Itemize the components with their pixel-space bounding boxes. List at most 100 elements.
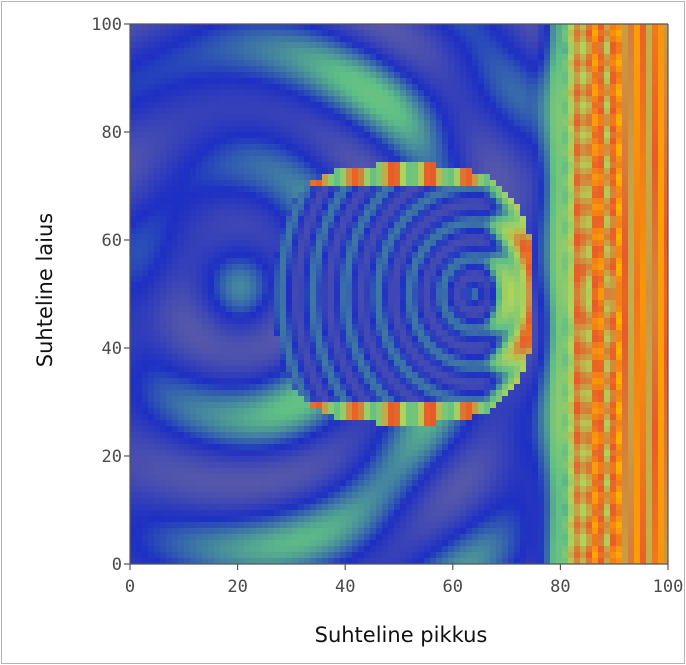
heatmap-cell <box>580 168 587 175</box>
heatmap-cell <box>154 186 161 193</box>
heatmap-cell <box>454 216 461 223</box>
heatmap-cell <box>544 48 551 55</box>
heatmap-cell <box>538 30 545 37</box>
heatmap-cell <box>490 150 497 157</box>
heatmap-cell <box>532 48 539 55</box>
heatmap-cell <box>592 234 599 241</box>
heatmap-cell <box>316 36 323 43</box>
heatmap-cell <box>328 66 335 73</box>
heatmap-cell <box>154 354 161 361</box>
heatmap-cell <box>502 102 509 109</box>
heatmap-cell <box>352 192 359 199</box>
heatmap-cell <box>220 30 227 37</box>
heatmap-cell <box>394 156 401 163</box>
heatmap-cell <box>280 264 287 271</box>
heatmap-cell <box>526 264 533 271</box>
heatmap-cell <box>436 324 443 331</box>
heatmap-cell <box>208 258 215 265</box>
heatmap-cell <box>562 126 569 133</box>
heatmap-cell <box>340 24 347 31</box>
heatmap-cell <box>658 48 665 55</box>
heatmap-cell <box>460 222 467 229</box>
heatmap-cell <box>382 240 389 247</box>
heatmap-cell <box>658 96 665 103</box>
heatmap-cell <box>298 174 305 181</box>
heatmap-cell <box>484 108 491 115</box>
heatmap-cell <box>628 162 635 169</box>
heatmap-cell <box>586 270 593 277</box>
heatmap-cell <box>148 102 155 109</box>
heatmap-cell <box>496 84 503 91</box>
heatmap-cell <box>574 222 581 229</box>
heatmap-cell <box>610 144 617 151</box>
heatmap-cell <box>136 72 143 79</box>
heatmap-cell <box>196 186 203 193</box>
heatmap-cell <box>604 78 611 85</box>
heatmap-cell <box>502 162 509 169</box>
heatmap-cell <box>238 312 245 319</box>
heatmap-cell <box>328 156 335 163</box>
heatmap-cell <box>418 234 425 241</box>
heatmap-cell <box>430 270 437 277</box>
heatmap-cell <box>538 294 545 301</box>
heatmap-cell <box>304 228 311 235</box>
heatmap-cell <box>256 60 263 67</box>
heatmap-cell <box>508 24 515 31</box>
heatmap-cell <box>286 336 293 343</box>
heatmap-cell <box>358 102 365 109</box>
heatmap-cell <box>640 246 647 253</box>
heatmap-cell <box>364 234 371 241</box>
heatmap-cell <box>274 216 281 223</box>
heatmap-cell <box>172 354 179 361</box>
heatmap-cell <box>664 324 668 331</box>
heatmap-cell <box>322 162 329 169</box>
heatmap-cell <box>340 234 347 241</box>
heatmap-cell <box>238 90 245 97</box>
heatmap-cell <box>328 288 335 295</box>
heatmap-cell <box>424 132 431 139</box>
heatmap-cell <box>268 294 275 301</box>
heatmap-cell <box>424 270 431 277</box>
heatmap-cell <box>214 66 221 73</box>
heatmap-cell <box>310 186 317 193</box>
heatmap-cell <box>370 204 377 211</box>
heatmap-cell <box>334 132 341 139</box>
heatmap-cell <box>388 90 395 97</box>
heatmap-cell <box>418 210 425 217</box>
heatmap-cell <box>484 312 491 319</box>
heatmap-cell <box>580 204 587 211</box>
heatmap-cell <box>178 138 185 145</box>
heatmap-cell <box>562 174 569 181</box>
heatmap-cell <box>334 60 341 67</box>
heatmap-cell <box>604 84 611 91</box>
heatmap-cell <box>448 72 455 79</box>
heatmap-cell <box>442 78 449 85</box>
heatmap-cell <box>604 294 611 301</box>
heatmap-cell <box>148 222 155 229</box>
heatmap-cell <box>328 336 335 343</box>
heatmap-cell <box>172 24 179 31</box>
heatmap-cell <box>178 210 185 217</box>
heatmap-cell <box>556 312 563 319</box>
heatmap-cell <box>376 180 383 187</box>
heatmap-cell <box>310 180 317 187</box>
heatmap-cell <box>580 318 587 325</box>
heatmap-cell <box>280 108 287 115</box>
heatmap-cell <box>256 228 263 235</box>
heatmap-cell <box>568 204 575 211</box>
heatmap-cell <box>208 228 215 235</box>
heatmap-cell <box>136 186 143 193</box>
heatmap-cell <box>202 60 209 67</box>
heatmap-cell <box>376 306 383 313</box>
heatmap-cell <box>268 144 275 151</box>
heatmap-cell <box>574 66 581 73</box>
heatmap-cell <box>322 300 329 307</box>
heatmap-cell <box>442 54 449 61</box>
heatmap-cell <box>244 36 251 43</box>
heatmap-cell <box>244 84 251 91</box>
heatmap-cell <box>382 342 389 349</box>
heatmap-cell <box>580 348 587 355</box>
heatmap-cell <box>562 276 569 283</box>
heatmap-cell <box>646 150 653 157</box>
heatmap-cell <box>232 222 239 229</box>
